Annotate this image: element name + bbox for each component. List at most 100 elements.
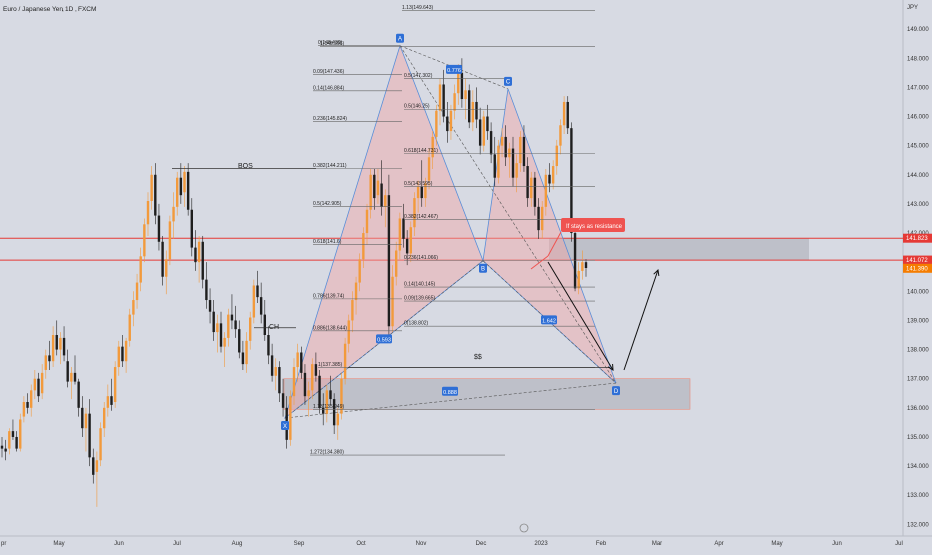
fib-level-label: 0.618(144.731) (404, 148, 438, 154)
candle-body (55, 335, 58, 350)
ss-label: $$ (474, 354, 482, 361)
candle-body (449, 110, 453, 132)
pattern-point-label: X (283, 424, 287, 430)
pattern-ratio-label: 1.642 (542, 318, 556, 324)
symbol-exchange: FXCM (78, 6, 96, 13)
fib-level-label: 1.272(134.380) (310, 450, 344, 456)
candle-body (281, 393, 285, 408)
candle-body (168, 221, 172, 260)
candle-body (19, 419, 22, 449)
candle-body (267, 335, 270, 356)
candle-body (15, 436, 18, 449)
time-tick-label: Jun (114, 541, 124, 547)
fib-level-label: 0.5(147.302) (404, 73, 433, 79)
candle-body (51, 335, 55, 362)
symbol-separator-1: , (62, 6, 64, 13)
fib-level-label: 0.5(142.905) (313, 201, 342, 207)
candle-body (318, 375, 321, 408)
candle-body (362, 233, 365, 260)
candle-body (95, 460, 99, 472)
candle-body (84, 413, 88, 429)
candle-body (522, 136, 526, 167)
candle-body (30, 390, 33, 408)
candle-body (33, 378, 37, 391)
price-tick-label: 135.000 (907, 435, 929, 441)
candle-body (223, 337, 226, 347)
price-badge-text: 141.823 (906, 236, 928, 242)
candle-body (143, 224, 146, 257)
price-tick-label: 146.000 (907, 115, 929, 121)
candle-body (351, 300, 354, 321)
price-badge-text: 141.390 (906, 266, 928, 272)
candle-body (562, 101, 566, 126)
candle-body (551, 166, 555, 184)
price-badge-text: 141.072 (906, 258, 928, 264)
candle-body (150, 174, 153, 201)
candle-body (117, 346, 120, 368)
candle-body (22, 402, 26, 417)
candle-body (110, 396, 113, 405)
candle-body (307, 390, 310, 397)
projection-arrow-up (623, 269, 659, 371)
candle-body (292, 367, 296, 397)
candle-body (519, 136, 522, 164)
candle-body (413, 198, 416, 228)
symbol-name: Euro / Japanese Yen (3, 6, 63, 13)
candle-body (354, 282, 358, 301)
candle-body (460, 72, 464, 100)
candle-body (241, 352, 245, 365)
bos-label: BOS (238, 163, 253, 170)
candle-body (216, 323, 219, 333)
resistance-note-text: If stays as resistance (566, 224, 623, 230)
candle-body (482, 116, 485, 146)
pattern-ratio-badge (376, 334, 392, 344)
candle-body (325, 390, 329, 414)
candle-body (336, 413, 339, 426)
candle-body (26, 402, 29, 408)
candle-body (99, 428, 102, 461)
candle-body (559, 125, 562, 146)
price-badge-resistance-lower (903, 255, 932, 265)
pattern-point-label: B (481, 267, 485, 273)
fib-level-label: 1(137.385) (318, 362, 343, 368)
candle-body (453, 93, 456, 111)
candle-body (40, 372, 44, 394)
candle-body (526, 166, 529, 199)
candle-body (329, 390, 332, 400)
candle-body (471, 101, 475, 123)
candle-body (238, 329, 241, 353)
fib-level-label: 0.236(141.066) (404, 255, 438, 261)
candle-body (566, 101, 569, 129)
resistance-note-box[interactable] (561, 218, 625, 232)
candle-body (402, 218, 405, 239)
fib-level-label: 0.14(146.884) (313, 85, 344, 91)
fib-level-label: 0.786(139.74) (313, 293, 344, 299)
pattern-diagonal-ad (399, 45, 617, 384)
candle-body (581, 262, 584, 271)
candle-body (438, 84, 442, 111)
time-tick-label: Feb (596, 541, 607, 547)
candle-body (219, 323, 223, 347)
candle-body (369, 174, 372, 210)
candle-body (186, 171, 190, 210)
price-tick-label: 132.000 (907, 522, 929, 528)
fib-level-label: 1.13(135.949) (313, 404, 344, 410)
candle-body (270, 355, 274, 376)
ch-label: CH (269, 324, 279, 331)
price-tick-label: 149.000 (907, 27, 929, 33)
candle-body (464, 90, 467, 100)
candle-body (508, 148, 511, 158)
pattern-point-badge (479, 263, 487, 273)
candle-body (340, 378, 343, 414)
price-tick-label: 147.000 (907, 85, 929, 91)
candle-body (489, 131, 493, 155)
price-scale-background (903, 0, 932, 550)
candle-body (493, 154, 496, 178)
pattern-ratio-label: 0.888 (443, 390, 457, 396)
symbol-interval: 1D (65, 6, 74, 13)
fib-levels-layer: 1.13(149.643) 1(148.396)0(148.430) 0.09(14… (172, 5, 610, 456)
candle-body (73, 372, 77, 382)
candle-body (77, 381, 80, 408)
pattern-ratio-badge (446, 64, 462, 74)
